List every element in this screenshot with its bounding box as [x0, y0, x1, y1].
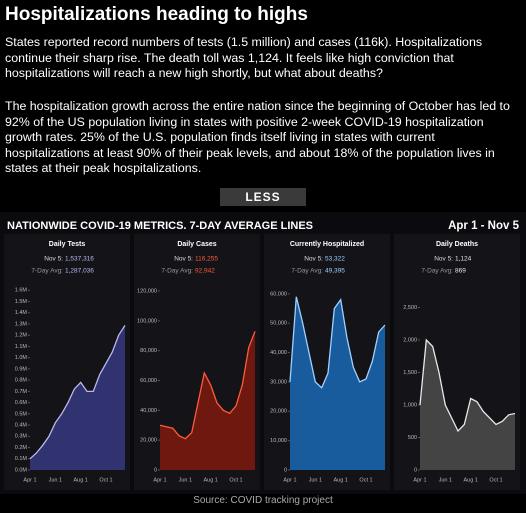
area: [420, 340, 515, 470]
y-tick-label: 1,000: [403, 402, 417, 408]
x-tick-label: Aug 1: [203, 477, 217, 483]
latest-label: Nov 5:: [304, 256, 323, 263]
x-tick-label: Oct 1: [99, 477, 112, 483]
x-tick-label: Jun 1: [179, 477, 192, 483]
latest-value: 116,255: [195, 256, 218, 263]
x-tick-label: Jun 1: [309, 477, 322, 483]
x-tick-label: Apr 1: [23, 477, 36, 483]
area: [160, 331, 255, 470]
line: [289, 296, 386, 389]
y-tick-label: 40,000: [140, 408, 157, 414]
metric-title: Daily Deaths: [436, 241, 478, 248]
avg-label: 7-Day Avg:: [161, 268, 193, 275]
less-button[interactable]: LESS: [220, 188, 306, 206]
y-tick-label: 500: [408, 435, 417, 441]
y-tick-label: 50,000: [270, 321, 287, 327]
y-tick-label: 0: [284, 467, 287, 473]
y-tick-label: 1,500: [403, 370, 417, 376]
y-tick-label: 60,000: [270, 291, 287, 297]
line: [419, 338, 516, 433]
title: Hospitalizations heading to highs: [5, 4, 308, 25]
avg-label: 7-Day Avg:: [291, 268, 323, 275]
latest-label: Nov 5:: [434, 256, 453, 263]
latest-value: 1,537,316: [65, 256, 94, 263]
y-tick-label: 1.6M: [15, 288, 28, 294]
area: [30, 325, 125, 470]
y-tick-label: 10,000: [270, 438, 287, 444]
x-tick-label: Jun 1: [49, 477, 62, 483]
dashboard: NATIONWIDE COVID-19 METRICS. 7-DAY AVERA…: [0, 212, 526, 494]
avg-value: 1,287,036: [65, 268, 94, 275]
x-tick-label: Oct 1: [489, 477, 502, 483]
y-tick-label: 0.9M: [15, 366, 28, 372]
y-tick-label: 80,000: [140, 348, 157, 354]
x-tick-label: Aug 1: [463, 477, 477, 483]
latest-label: Nov 5:: [44, 256, 63, 263]
latest-value: 53,322: [325, 256, 345, 263]
metric-title: Currently Hospitalized: [290, 241, 364, 248]
y-tick-label: 0.7M: [15, 389, 28, 395]
y-tick-label: 0.4M: [15, 423, 28, 429]
y-tick-label: 0.2M: [15, 445, 28, 451]
y-tick-label: 1.0M: [15, 355, 28, 361]
y-tick-label: 0.6M: [15, 400, 28, 406]
x-tick-label: Jun 1: [439, 477, 452, 483]
line: [29, 325, 126, 460]
y-tick-label: 60,000: [140, 378, 157, 384]
x-tick-label: Oct 1: [359, 477, 372, 483]
y-tick-label: 120,000: [137, 288, 157, 294]
y-tick-label: 0.8M: [15, 378, 28, 384]
y-tick-label: 2,000: [403, 337, 417, 343]
y-tick-label: 0.3M: [15, 434, 28, 440]
x-tick-label: Apr 1: [413, 477, 426, 483]
y-tick-label: 0: [154, 467, 157, 473]
area: [290, 296, 385, 470]
source: Source: COVID tracking project: [193, 495, 333, 506]
latest-label: Nov 5:: [174, 256, 193, 263]
avg-label: 7-Day Avg:: [31, 268, 63, 275]
line: [159, 331, 256, 440]
y-tick-label: 1.2M: [15, 333, 28, 339]
y-tick-label: 2,500: [403, 305, 417, 311]
y-tick-label: 0.0M: [15, 467, 28, 473]
paragraph: States reported record numbers of tests …: [5, 35, 483, 80]
avg-value: 92,942: [195, 268, 215, 275]
y-tick-label: 1.3M: [15, 321, 28, 327]
y-tick-label: 0.5M: [15, 411, 28, 417]
y-tick-label: 40,000: [270, 350, 287, 356]
avg-value: 49,395: [325, 268, 345, 275]
x-tick-label: Aug 1: [73, 477, 87, 483]
y-tick-label: 30,000: [270, 379, 287, 385]
y-tick-label: 1.1M: [15, 344, 28, 350]
y-tick-label: 20,000: [270, 409, 287, 415]
y-tick-label: 0.1M: [15, 456, 28, 462]
x-tick-label: Apr 1: [283, 477, 296, 483]
x-tick-label: Apr 1: [153, 477, 166, 483]
metric-title: Daily Tests: [49, 241, 86, 248]
dashboard-title: NATIONWIDE COVID-19 METRICS. 7-DAY AVERA…: [7, 220, 313, 232]
y-tick-label: 100,000: [137, 318, 157, 324]
latest-value: 1,124: [455, 256, 472, 263]
avg-label: 7-Day Avg:: [421, 268, 453, 275]
x-tick-label: Oct 1: [229, 477, 242, 483]
y-tick-label: 1.5M: [15, 299, 28, 305]
x-tick-label: Aug 1: [333, 477, 347, 483]
paragraph: The hospitalization growth across the en…: [5, 99, 510, 175]
y-tick-label: 20,000: [140, 438, 157, 444]
metric-title: Daily Cases: [177, 241, 216, 248]
avg-value: 869: [455, 268, 466, 275]
y-tick-label: 1.4M: [15, 310, 28, 316]
y-tick-label: 0: [414, 467, 417, 473]
dashboard-range: Apr 1 - Nov 5: [448, 220, 520, 232]
